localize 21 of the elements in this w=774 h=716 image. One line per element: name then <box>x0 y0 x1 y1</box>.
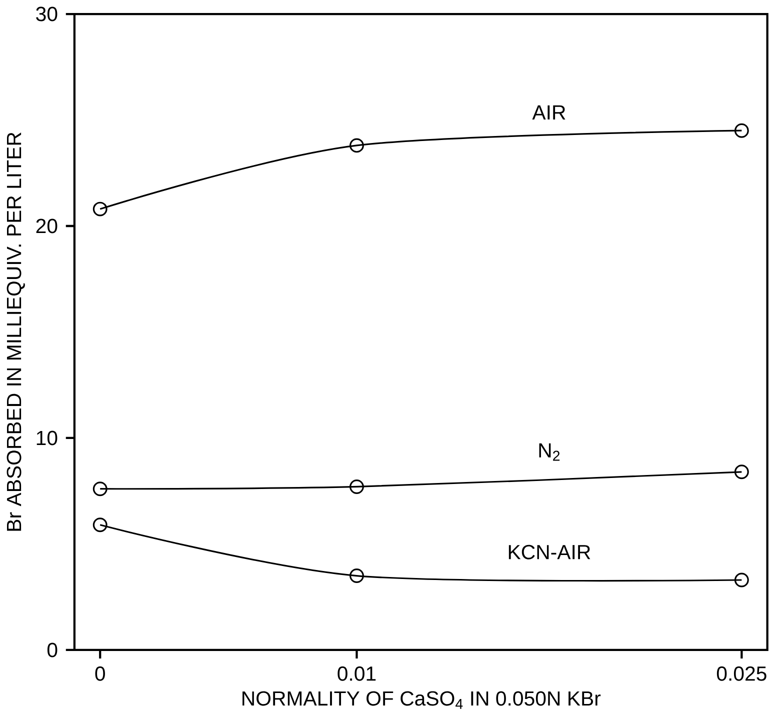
point <box>92 518 108 532</box>
x-tick-label: 0 <box>95 666 105 682</box>
x-tick-label: 0.025 <box>716 666 766 682</box>
point <box>734 572 749 588</box>
series-label: AIR <box>532 106 566 120</box>
y-tick-label: 30 <box>36 6 58 22</box>
point <box>350 568 364 584</box>
point <box>734 464 749 480</box>
point <box>92 202 108 216</box>
point <box>350 138 364 153</box>
point <box>350 480 364 494</box>
x-tick-label: 0.01 <box>338 666 376 682</box>
point <box>734 124 749 138</box>
x-axis-title: NORMALITY OF CaSO$_{4}$ IN 0.050N KBr <box>242 691 601 710</box>
point <box>92 482 108 496</box>
series-label: KCN-AIR <box>508 545 590 560</box>
y-tick-label: 10 <box>36 430 58 446</box>
series-label: N$_{2}$ <box>539 444 560 461</box>
y-tick-label: 0 <box>47 642 58 658</box>
y-axis-title: Br ABSORBED IN MILLIEQUIV. PER LITER <box>6 132 25 531</box>
y-tick-label: 20 <box>36 218 58 234</box>
